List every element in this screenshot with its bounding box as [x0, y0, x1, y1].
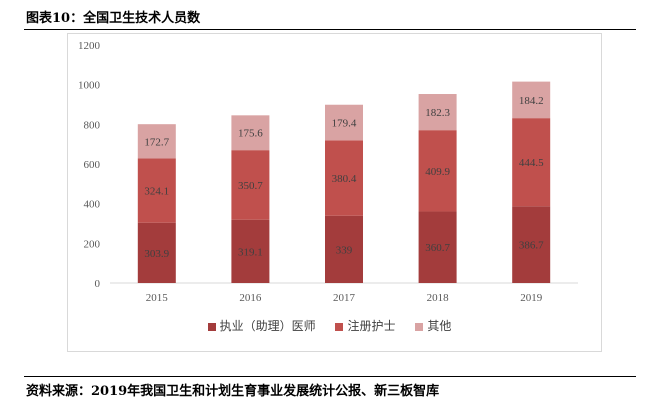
- data-label: 319.1: [238, 246, 263, 258]
- data-label: 184.2: [519, 95, 544, 107]
- y-tick-label: 1000: [78, 80, 101, 92]
- x-tick-label: 2019: [520, 292, 543, 304]
- bar-segment: [231, 150, 270, 220]
- y-tick-label: 600: [84, 159, 101, 171]
- data-label: 175.6: [238, 128, 263, 140]
- bar-segment: [137, 124, 176, 159]
- legend-label: 执业（助理）医师: [219, 319, 316, 333]
- bar-segment: [325, 140, 363, 216]
- bar-segment: [512, 118, 551, 207]
- legend: 执业（助理）医师 注册护士 其他: [0, 317, 659, 334]
- legend-item-doctors: 执业（助理）医师: [207, 319, 316, 333]
- y-tick-label: 200: [84, 238, 101, 250]
- bar-segment: [231, 219, 270, 283]
- data-label: 444.5: [519, 157, 544, 169]
- bar-segment: [512, 206, 551, 283]
- chart-frame: [67, 33, 602, 352]
- data-label: 339: [336, 244, 353, 256]
- source-rule: [24, 376, 636, 377]
- data-label: 182.3: [425, 107, 450, 119]
- bar-segment: [418, 211, 457, 283]
- legend-item-other: 其他: [415, 319, 451, 333]
- y-tick-label: 1200: [78, 40, 101, 52]
- data-label: 386.7: [519, 240, 544, 252]
- legend-swatch: [207, 322, 216, 331]
- bar-segment: [137, 222, 176, 283]
- data-label: 172.7: [144, 136, 169, 148]
- figure-title: 图表10：全国卫生技术人员数: [26, 11, 201, 26]
- data-label: 303.9: [144, 248, 169, 260]
- bar-segment: [512, 81, 551, 119]
- x-tick-label: 2018: [427, 292, 450, 304]
- y-tick-label: 0: [95, 278, 101, 290]
- data-label: 179.4: [332, 118, 357, 130]
- data-label: 409.9: [425, 166, 450, 178]
- bar-segment: [231, 115, 270, 151]
- legend-item-nurses: 注册护士: [335, 319, 396, 333]
- data-label: 350.7: [238, 180, 263, 192]
- data-label: 324.1: [144, 186, 169, 198]
- legend-label: 注册护士: [347, 319, 396, 333]
- x-tick-label: 2016: [239, 292, 262, 304]
- bar-segment: [137, 158, 176, 223]
- bar-segment: [325, 104, 363, 141]
- legend-swatch: [335, 322, 344, 331]
- bar-segment: [418, 130, 457, 212]
- y-tick-label: 400: [84, 199, 101, 211]
- bar-segment: [325, 215, 363, 283]
- y-tick-label: 800: [84, 119, 101, 131]
- x-tick-label: 2015: [146, 292, 169, 304]
- data-label: 360.7: [425, 242, 450, 254]
- x-tick-label: 2017: [333, 292, 356, 304]
- legend-swatch: [415, 322, 424, 331]
- legend-label: 其他: [427, 319, 452, 333]
- bar-segment: [418, 94, 457, 131]
- source-note: 资料来源：2019年我国卫生和计划生育事业发展统计公报、新三板智库: [26, 384, 440, 399]
- title-rule: [24, 29, 636, 30]
- data-label: 380.4: [332, 173, 357, 185]
